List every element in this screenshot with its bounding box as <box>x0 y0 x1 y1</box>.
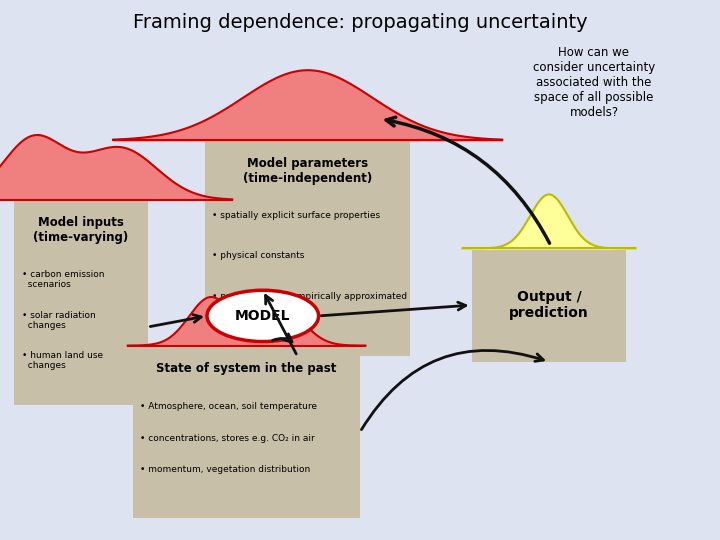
Ellipse shape <box>207 291 319 342</box>
Text: Output /
prediction: Output / prediction <box>509 290 589 320</box>
Text: • carbon emission
  scenarios: • carbon emission scenarios <box>22 270 104 289</box>
Text: • momentum, vegetation distribution: • momentum, vegetation distribution <box>140 465 310 474</box>
Bar <box>133 346 360 518</box>
Text: Model parameters
(time-independent): Model parameters (time-independent) <box>243 157 372 185</box>
Bar <box>14 200 148 405</box>
Text: • parameters for empirically approximated
  processes: • parameters for empirically approximate… <box>212 292 408 311</box>
Text: • Atmosphere, ocean, soil temperature: • Atmosphere, ocean, soil temperature <box>140 402 318 411</box>
Text: MODEL: MODEL <box>235 309 291 323</box>
Text: • human land use
  changes: • human land use changes <box>22 351 103 370</box>
Bar <box>205 140 410 356</box>
Text: Model inputs
(time-varying): Model inputs (time-varying) <box>33 216 129 244</box>
Text: State of system in the past: State of system in the past <box>156 362 337 375</box>
Text: • solar radiation
  changes: • solar radiation changes <box>22 310 95 330</box>
Text: • spatially explicit surface properties: • spatially explicit surface properties <box>212 211 381 220</box>
Text: Framing dependence: propagating uncertainty: Framing dependence: propagating uncertai… <box>132 14 588 32</box>
Text: • concentrations, stores e.g. CO₂ in air: • concentrations, stores e.g. CO₂ in air <box>140 434 315 443</box>
Bar <box>472 248 626 362</box>
Text: How can we
consider uncertainty
associated with the
space of all possible
models: How can we consider uncertainty associat… <box>533 46 655 119</box>
Text: • physical constants: • physical constants <box>212 251 305 260</box>
